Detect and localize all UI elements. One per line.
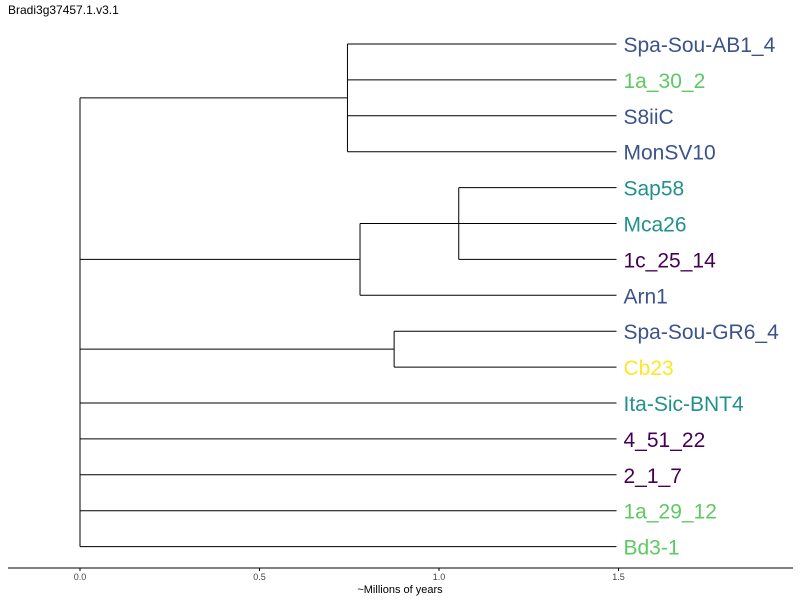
time-axis: 0.0 0.5 1.0 1.5 ~Millions of years [8,567,793,596]
leaf-label: Arn1 [624,285,668,308]
leaf-label: 1c_25_14 [624,249,717,272]
leaf-label: MonSV10 [624,142,716,165]
tree-title: Bradi3g37457.1.v3.1 [8,3,119,17]
leaf-label: Mca26 [624,214,687,237]
axis-label: ~Millions of years [357,584,443,596]
leaf-label: Spa-Sou-AB1_4 [624,34,776,57]
leaf-label: Spa-Sou-GR6_4 [624,321,780,344]
tree-branches [79,43,617,548]
leaf-label: Sap58 [624,178,685,201]
leaf-label: 1a_30_2 [624,70,706,93]
axis-tick-label: 1.0 [433,572,446,582]
axis-tick-label: 1.5 [612,572,625,582]
leaf-label: 4_51_22 [624,429,706,452]
axis-ticks: 0.0 0.5 1.0 1.5 [74,568,625,582]
leaf-label: 2_1_7 [624,465,682,488]
leaf-label: S8iiC [624,106,674,129]
leaf-labels: Spa-Sou-AB1_4 1a_30_2 S8iiC MonSV10 Sap58 Mca… [624,34,780,560]
leaf-label: 1a_29_12 [624,501,717,524]
axis-tick-label: 0.5 [253,572,266,582]
leaf-label: Ita-Sic-BNT4 [624,393,745,416]
leaf-label: Cb23 [624,357,674,380]
leaf-label: Bd3-1 [624,537,680,560]
axis-tick-label: 0.0 [74,572,87,582]
